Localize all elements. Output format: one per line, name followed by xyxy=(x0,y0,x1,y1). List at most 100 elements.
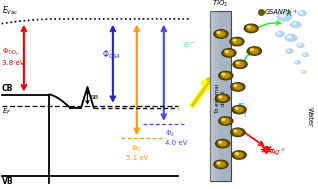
Circle shape xyxy=(235,107,238,109)
Text: $\Phi_{GSA}$: $\Phi_{GSA}$ xyxy=(102,49,121,61)
Circle shape xyxy=(298,11,306,16)
Circle shape xyxy=(217,162,225,167)
Circle shape xyxy=(302,71,304,72)
Circle shape xyxy=(219,71,233,80)
Circle shape xyxy=(217,32,220,33)
Text: $e^-$: $e^-$ xyxy=(183,41,196,50)
Text: $\Phi_G$
5.1 eV: $\Phi_G$ 5.1 eV xyxy=(126,144,148,161)
Circle shape xyxy=(222,49,236,57)
Circle shape xyxy=(234,85,242,89)
Circle shape xyxy=(232,105,246,114)
Circle shape xyxy=(300,12,302,13)
Circle shape xyxy=(223,50,235,56)
Circle shape xyxy=(234,84,237,86)
Circle shape xyxy=(285,34,297,41)
Circle shape xyxy=(222,73,225,75)
Text: GSANPs: GSANPs xyxy=(265,9,291,15)
Circle shape xyxy=(214,160,228,169)
Circle shape xyxy=(251,49,258,53)
Circle shape xyxy=(214,30,228,38)
Text: $E_{Vac}$: $E_{Vac}$ xyxy=(2,5,18,17)
Circle shape xyxy=(277,33,280,34)
Circle shape xyxy=(287,50,290,51)
Circle shape xyxy=(234,130,237,132)
Circle shape xyxy=(231,38,243,45)
Text: To external
circuit: To external circuit xyxy=(215,84,225,113)
Circle shape xyxy=(293,23,296,25)
Text: Water: Water xyxy=(307,107,313,127)
Circle shape xyxy=(219,96,226,101)
Text: $E_F$: $E_F$ xyxy=(2,107,11,117)
Circle shape xyxy=(225,51,233,55)
Circle shape xyxy=(225,50,228,52)
Circle shape xyxy=(234,130,242,135)
Circle shape xyxy=(222,119,225,120)
Circle shape xyxy=(215,31,227,37)
Bar xyxy=(213,11,215,181)
Circle shape xyxy=(295,61,297,62)
Circle shape xyxy=(302,53,308,57)
Circle shape xyxy=(303,54,305,55)
Circle shape xyxy=(235,107,243,112)
Circle shape xyxy=(218,96,222,98)
Bar xyxy=(217,11,218,181)
Circle shape xyxy=(234,61,246,68)
Circle shape xyxy=(286,49,293,53)
Circle shape xyxy=(217,95,228,102)
Circle shape xyxy=(236,62,239,64)
Circle shape xyxy=(235,153,238,154)
Circle shape xyxy=(217,140,228,147)
Circle shape xyxy=(247,26,255,31)
Circle shape xyxy=(235,153,243,157)
Circle shape xyxy=(287,36,291,38)
Circle shape xyxy=(244,24,258,33)
Circle shape xyxy=(298,44,301,46)
Bar xyxy=(210,11,231,181)
Circle shape xyxy=(297,43,304,47)
Circle shape xyxy=(291,22,301,28)
Bar xyxy=(215,11,217,181)
Circle shape xyxy=(219,117,233,125)
Text: VB: VB xyxy=(2,177,13,186)
Circle shape xyxy=(217,32,225,36)
Circle shape xyxy=(294,61,300,64)
Circle shape xyxy=(216,139,230,148)
Bar xyxy=(211,11,213,181)
Circle shape xyxy=(233,39,236,41)
Text: SB: SB xyxy=(91,95,99,100)
Circle shape xyxy=(233,106,245,113)
Circle shape xyxy=(216,94,230,102)
Circle shape xyxy=(233,152,245,158)
Circle shape xyxy=(250,49,253,50)
Text: $\Phi_s$
4.0 eV: $\Phi_s$ 4.0 eV xyxy=(165,129,188,146)
Circle shape xyxy=(231,83,245,91)
Circle shape xyxy=(232,151,246,159)
Circle shape xyxy=(280,14,285,17)
Text: $h^+$: $h^+$ xyxy=(286,7,299,19)
Circle shape xyxy=(245,25,257,32)
Circle shape xyxy=(231,128,245,136)
Circle shape xyxy=(215,161,227,168)
Circle shape xyxy=(278,13,292,21)
Text: $\Phi_{TiO_2}$
3.8 eV: $\Phi_{TiO_2}$ 3.8 eV xyxy=(2,47,24,66)
Bar xyxy=(218,11,220,181)
Text: CB: CB xyxy=(2,84,13,93)
Circle shape xyxy=(233,39,241,44)
Circle shape xyxy=(232,84,244,90)
Circle shape xyxy=(230,37,244,46)
Circle shape xyxy=(222,73,230,78)
Text: $Ag^+$: $Ag^+$ xyxy=(270,146,286,158)
Circle shape xyxy=(247,47,261,55)
Circle shape xyxy=(233,60,247,68)
Circle shape xyxy=(249,48,260,54)
Circle shape xyxy=(247,26,250,28)
Circle shape xyxy=(220,118,232,124)
Text: $TiO_2$: $TiO_2$ xyxy=(212,0,228,9)
Bar xyxy=(210,11,211,181)
Circle shape xyxy=(218,141,222,143)
Circle shape xyxy=(217,162,220,164)
Circle shape xyxy=(232,129,244,136)
Circle shape xyxy=(222,119,230,123)
Circle shape xyxy=(276,32,284,36)
Circle shape xyxy=(219,141,226,146)
